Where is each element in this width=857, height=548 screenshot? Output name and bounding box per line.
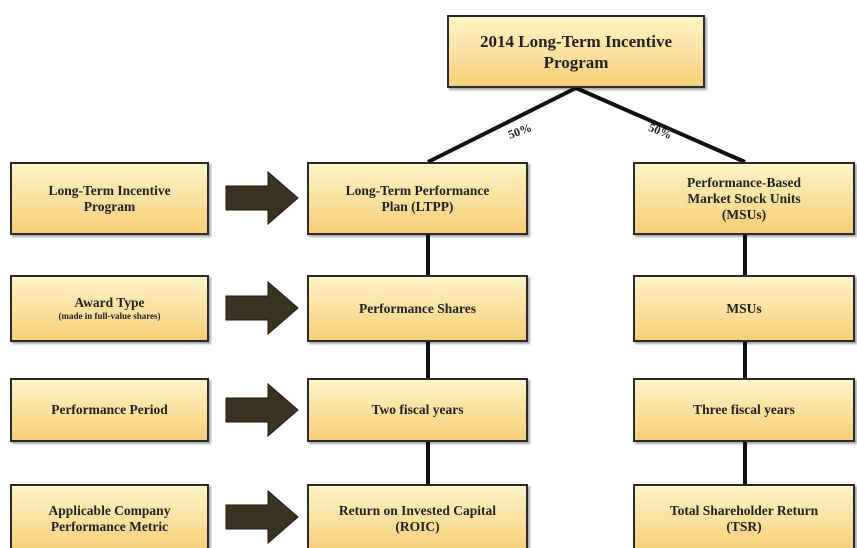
box-text: MSUs — [726, 300, 762, 316]
box-text: Long-Term Incentive — [48, 182, 171, 198]
box-text: Market Stock Units — [687, 190, 801, 206]
box: Long-Term Incentive Program — [10, 162, 209, 235]
box-text: Return on Invested Capital — [338, 503, 497, 518]
arrow — [225, 489, 299, 545]
box: Total Shareholder Return (TSR) — [633, 484, 855, 548]
box: Performance Shares — [307, 275, 528, 342]
box-text: Two fiscal years — [371, 402, 464, 417]
box: MSUs — [633, 275, 855, 342]
box: Applicable Company Performance Metric — [10, 484, 209, 548]
box-note: (made in full-value shares) — [58, 311, 161, 321]
box-text: Program — [83, 198, 136, 214]
box-text: (TSR) — [726, 519, 762, 534]
split-line — [427, 86, 577, 164]
box-text: (ROIC) — [395, 519, 440, 534]
box: 2014 Long-Term Incentive Program — [447, 15, 705, 88]
box-text: 2014 Long-Term Incentive — [479, 31, 673, 51]
box-text: Performance Period — [51, 402, 168, 417]
box: Performance-Based Market Stock Units (MSUs… — [633, 162, 855, 235]
box-text: Performance-Based — [687, 174, 801, 190]
box-text: Plan (LTPP) — [381, 198, 454, 214]
box-text: Applicable Company — [48, 503, 171, 518]
arrow — [225, 280, 299, 336]
box: Award Type (made in full-value shares) — [10, 275, 209, 342]
box: Three fiscal years — [633, 378, 855, 442]
box: Return on Invested Capital (ROIC) — [307, 484, 528, 548]
box-text: Long-Term Performance — [345, 182, 490, 198]
box: Long-Term Performance Plan (LTPP) — [307, 162, 528, 235]
box-text: Three fiscal years — [693, 402, 795, 417]
box-text: (MSUs) — [721, 206, 767, 222]
box-text: Total Shareholder Return — [669, 503, 819, 518]
box-text: Program — [543, 52, 609, 72]
box: Performance Period — [10, 378, 209, 442]
split-line — [575, 86, 746, 164]
arrow — [225, 170, 299, 226]
box-text: Performance Metric — [50, 519, 169, 534]
arrow — [225, 382, 299, 438]
box: Two fiscal years — [307, 378, 528, 442]
box-text: Performance Shares — [358, 300, 477, 316]
box-text: Award Type — [74, 295, 145, 310]
